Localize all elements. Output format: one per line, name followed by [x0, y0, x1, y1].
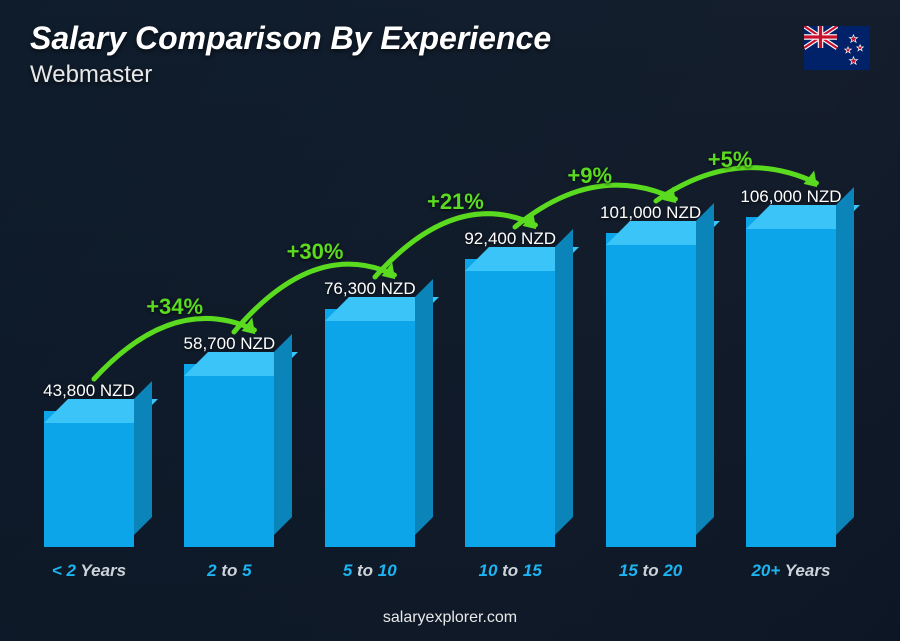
chart-title: Salary Comparison By Experience	[30, 20, 551, 57]
bar-slot: 76,300 NZD 5 to 10	[311, 279, 429, 581]
growth-percentage: +30%	[287, 239, 344, 265]
x-axis-label: 5 to 10	[343, 561, 397, 581]
attribution-footer: salaryexplorer.com	[0, 609, 900, 627]
chart-subtitle: Webmaster	[30, 61, 551, 89]
bar-value-label: 76,300 NZD	[324, 279, 416, 299]
x-axis-label: 20+ Years	[751, 561, 830, 581]
bar-value-label: 58,700 NZD	[184, 334, 276, 354]
bar	[44, 411, 134, 547]
infographic-canvas: Salary Comparison By Experience Webmaste…	[0, 0, 900, 641]
bar	[606, 233, 696, 547]
flag-new-zealand	[804, 26, 870, 70]
growth-percentage: +5%	[708, 147, 753, 173]
bar-slot: 43,800 NZD < 2 Years	[30, 381, 148, 581]
bar-value-label: 106,000 NZD	[740, 187, 841, 207]
bar	[184, 364, 274, 547]
x-axis-label: 15 to 20	[619, 561, 682, 581]
bar	[746, 217, 836, 547]
bar-slot: 106,000 NZD 20+ Years	[732, 187, 850, 581]
bar-slot: 92,400 NZD 10 to 15	[451, 229, 569, 581]
x-axis-label: 2 to 5	[207, 561, 251, 581]
growth-percentage: +34%	[146, 294, 203, 320]
bar-value-label: 92,400 NZD	[464, 229, 556, 249]
bar	[325, 309, 415, 547]
growth-percentage: +9%	[567, 163, 612, 189]
bar-slot: 101,000 NZD 15 to 20	[592, 203, 710, 581]
growth-percentage: +21%	[427, 189, 484, 215]
bar	[465, 259, 555, 547]
bar-slot: 58,700 NZD 2 to 5	[170, 334, 288, 581]
title-block: Salary Comparison By Experience Webmaste…	[30, 20, 551, 89]
bar-value-label: 101,000 NZD	[600, 203, 701, 223]
x-axis-label: < 2 Years	[52, 561, 126, 581]
x-axis-label: 10 to 15	[479, 561, 542, 581]
bar-value-label: 43,800 NZD	[43, 381, 135, 401]
